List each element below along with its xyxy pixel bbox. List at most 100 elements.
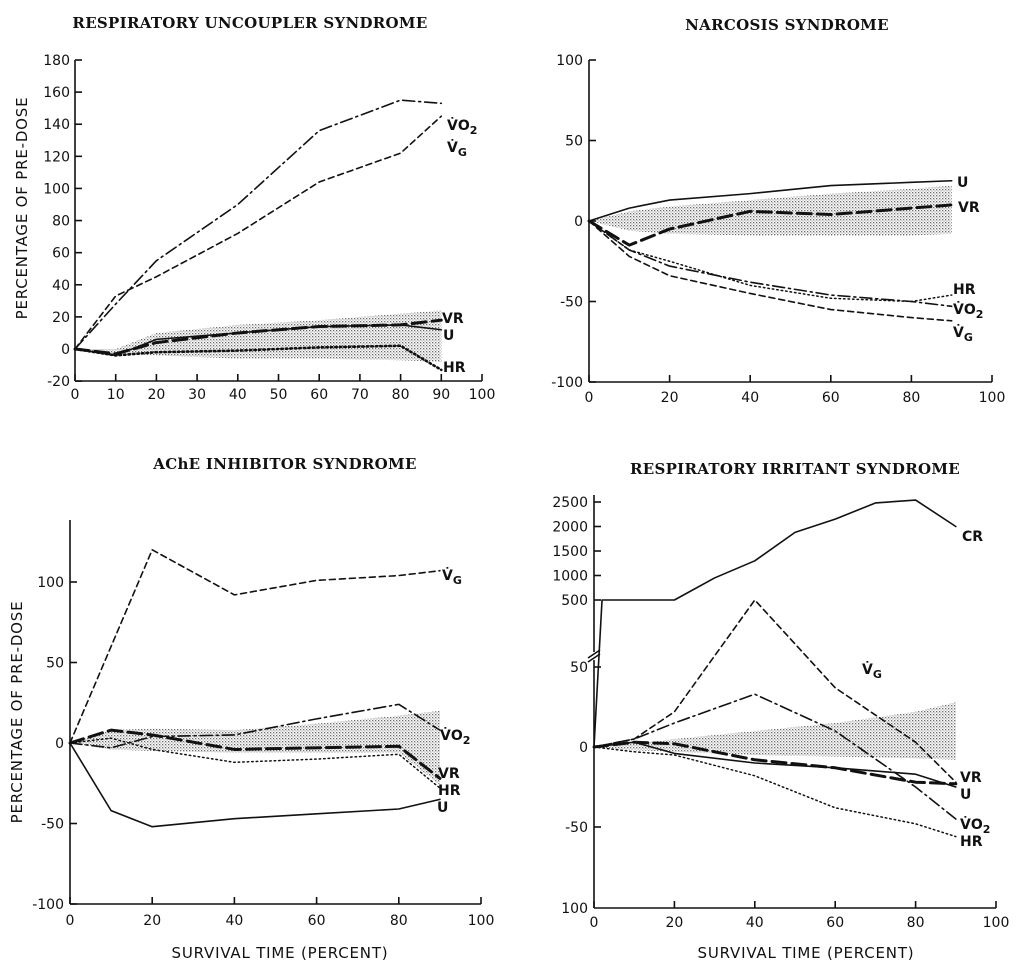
series-label-u: U xyxy=(960,787,971,803)
y-tick-label: 120 xyxy=(43,149,70,165)
series-label-u: U xyxy=(437,800,448,816)
series-label-vo2: V̇O2 xyxy=(953,301,983,321)
y-tick-label: 2000 xyxy=(552,520,588,536)
series-line-vg xyxy=(588,220,953,322)
y-tick-label: 0 xyxy=(574,214,583,230)
series-label-hr: HR xyxy=(960,834,983,850)
y-tick-label: 100 xyxy=(561,901,588,917)
series-line-vo2 xyxy=(593,693,957,820)
y-tick-label: 0 xyxy=(579,740,588,756)
x-tick-label: 0 xyxy=(585,390,594,406)
series-line-vg xyxy=(74,115,443,350)
series-label-vr: VR xyxy=(958,200,980,216)
series-line-vr xyxy=(68,728,442,780)
series-line-hr xyxy=(593,746,957,838)
x-tick-label: 70 xyxy=(351,387,369,403)
series-line-u xyxy=(593,741,957,788)
y-tick-label: 80 xyxy=(52,214,70,230)
series-label-vo2: V̇O2 xyxy=(440,727,470,747)
y-tick-label: 1000 xyxy=(552,569,588,585)
x-tick-label: 0 xyxy=(71,387,80,403)
x-tick-label: 80 xyxy=(902,390,920,406)
series-label-vg: V̇G xyxy=(442,567,462,587)
x-tick-label: 40 xyxy=(746,915,764,931)
y-tick-label: -50 xyxy=(560,295,583,311)
series-label-vg: V̇G xyxy=(447,139,467,159)
series-line-vr xyxy=(587,203,954,247)
y-tick-label: -100 xyxy=(32,897,64,913)
series-label-vr: VR xyxy=(960,770,982,786)
series-label-vr: VR xyxy=(442,311,464,327)
x-tick-label: 10 xyxy=(107,387,125,403)
series-line-vo2 xyxy=(69,703,441,749)
y-tick-label: 180 xyxy=(43,53,70,69)
y-tick-label: 20 xyxy=(52,310,70,326)
series-label-cr: CR xyxy=(962,529,983,545)
panel-title-ache: AChE INHIBITOR SYNDROME xyxy=(152,455,416,473)
y-tick-label: 500 xyxy=(561,593,588,609)
normal-range-band xyxy=(594,702,956,760)
series-label-vo2: V̇O2 xyxy=(447,117,477,137)
x-tick-label: 80 xyxy=(907,915,925,931)
x-tick-label: 40 xyxy=(225,913,243,929)
x-tick-label: 60 xyxy=(826,915,844,931)
x-tick-label: 90 xyxy=(432,387,450,403)
x-tick-label: 20 xyxy=(661,390,679,406)
series-line-vg xyxy=(69,548,441,744)
y-tick-label: -50 xyxy=(41,817,64,833)
series-label-hr: HR xyxy=(438,783,461,799)
series-line-vo2 xyxy=(588,220,953,308)
x-tick-label: 80 xyxy=(392,387,410,403)
series-label-u: U xyxy=(957,175,968,191)
series-line-u xyxy=(69,742,441,828)
series-label-vo2: V̇O2 xyxy=(960,816,990,836)
y-tick-label: -20 xyxy=(47,374,70,390)
x-axis-label-left: SURVIVAL TIME (PERCENT) xyxy=(172,944,389,962)
series-line-u xyxy=(588,179,953,222)
y-tick-label: 1500 xyxy=(552,544,588,560)
x-tick-label: 20 xyxy=(665,915,683,931)
x-tick-label: 30 xyxy=(188,387,206,403)
y-tick-label: 40 xyxy=(52,278,70,294)
series-line-hr xyxy=(73,344,443,372)
x-tick-label: 0 xyxy=(590,915,599,931)
series-line-cr xyxy=(593,499,957,748)
y-tick-label: -50 xyxy=(565,820,588,836)
panel-title-uncoupler: RESPIRATORY UNCOUPLER SYNDROME xyxy=(72,14,427,32)
series-label-hr: HR xyxy=(443,360,466,376)
series-label-vg: V̇G xyxy=(953,324,973,344)
x-tick-label: 0 xyxy=(66,913,75,929)
y-tick-label: 0 xyxy=(55,736,64,752)
y-tick-label: 100 xyxy=(556,53,583,69)
y-tick-label: -100 xyxy=(551,375,583,391)
x-tick-label: 20 xyxy=(143,913,161,929)
series-line-hr xyxy=(69,737,441,789)
x-tick-label: 60 xyxy=(308,913,326,929)
y-tick-label: 50 xyxy=(565,134,583,150)
panel-title-irritant: RESPIRATORY IRRITANT SYNDROME xyxy=(630,460,960,478)
y-tick-label: 50 xyxy=(46,656,64,672)
y-tick-label: 160 xyxy=(43,85,70,101)
y-tick-label: 100 xyxy=(43,181,70,197)
x-tick-label: 50 xyxy=(270,387,288,403)
series-line-vg xyxy=(593,599,957,784)
series-label-vg: V̇G xyxy=(862,661,882,681)
axis-break-mark xyxy=(587,649,601,663)
x-tick-label: 60 xyxy=(822,390,840,406)
y-tick-label: 50 xyxy=(570,660,588,676)
series-label-vr: VR xyxy=(438,766,460,782)
panel-title-narcosis: NARCOSIS SYNDROME xyxy=(685,16,889,34)
y-axis-label-top: PERCENTAGE OF PRE-DOSE xyxy=(13,97,31,320)
y-tick-label: 60 xyxy=(52,246,70,262)
y-tick-label: 140 xyxy=(43,117,70,133)
x-tick-label: 100 xyxy=(468,913,495,929)
series-label-u: U xyxy=(443,328,454,344)
x-tick-label: 100 xyxy=(469,387,496,403)
series-line-vo2 xyxy=(74,99,443,350)
x-tick-label: 60 xyxy=(310,387,328,403)
x-axis-label-right: SURVIVAL TIME (PERCENT) xyxy=(698,944,915,962)
